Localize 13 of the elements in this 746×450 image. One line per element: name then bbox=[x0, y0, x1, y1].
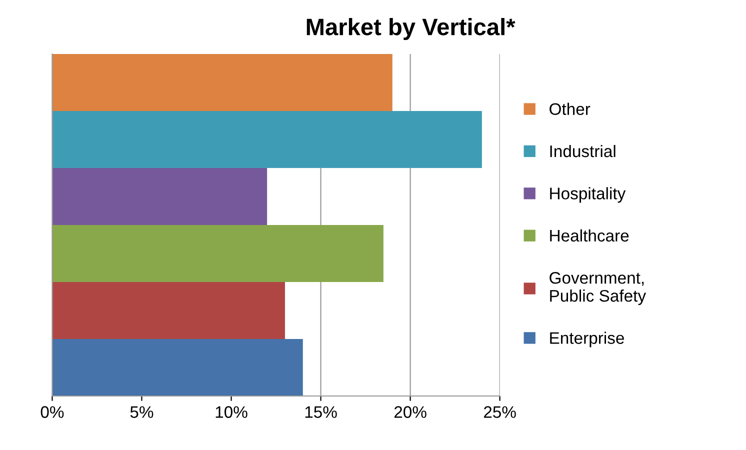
chart-title: Market by Vertical* bbox=[306, 18, 516, 40]
legend-label: Other bbox=[550, 102, 590, 115]
x-tick-label: 15% bbox=[305, 406, 337, 418]
legend-label: Hospitality bbox=[550, 187, 626, 203]
x-tick-label: 20% bbox=[394, 406, 426, 418]
x-tick-label: 0% bbox=[40, 406, 64, 418]
x-tick-label: 5% bbox=[130, 406, 154, 418]
legend-label: Enterprise bbox=[550, 332, 624, 348]
legend-label: Industrial bbox=[550, 144, 616, 158]
x-tick-label: 25% bbox=[484, 406, 516, 418]
legend-label: Government, Public Safety bbox=[550, 272, 646, 306]
legend-label: Healthcare bbox=[550, 229, 629, 242]
x-tick-label: 10% bbox=[216, 406, 248, 418]
